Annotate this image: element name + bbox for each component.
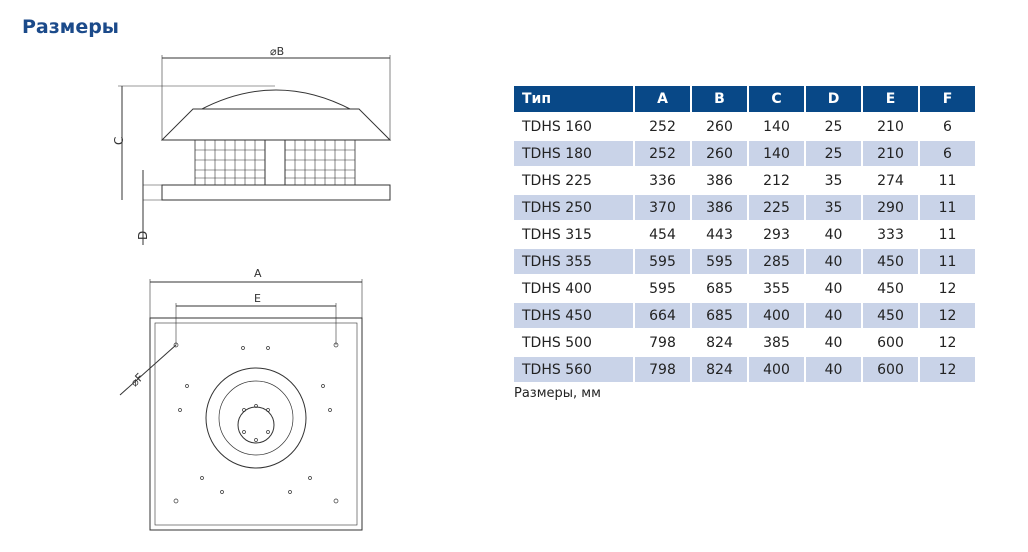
fan-dimension-drawing: ⌀B C D A E ⌀F [112,45,392,531]
table-cell: 225 [749,195,804,220]
table-cell: 454 [649,226,676,243]
table-row: TDHS 560 798 824 400 40 600 12 [514,357,975,382]
table-header-row: Тип A B C D E F [514,86,975,112]
table-cell: 595 [692,249,747,274]
table-row: TDHS 250 370 386 225 35 290 11 [514,195,975,220]
table-cell: 140 [763,118,790,135]
header-f: F [920,86,975,112]
table-cell: 450 [863,303,918,328]
table-row: TDHS 400 595 685 355 40 450 12 [514,276,975,301]
table-row: TDHS 160 252 260 140 25 210 6 [514,114,975,139]
table-cell: 140 [749,141,804,166]
table-cell: 40 [824,280,843,297]
table-row: TDHS 225 336 386 212 35 274 11 [514,168,975,193]
table-cell: 12 [938,334,957,351]
table-cell: 12 [920,357,975,382]
table-cell: 40 [824,226,843,243]
header-e: E [863,86,918,112]
table-cell: 11 [938,172,957,189]
table-cell: TDHS 500 [522,334,592,351]
table-cell: 12 [920,303,975,328]
dimensions-table: Тип A B C D E F TDHS 160 252 260 140 25 210 6 T… [512,84,977,384]
table-cell: 450 [877,280,904,297]
table-cell: 664 [635,303,690,328]
units-note: Размеры, мм [514,386,601,401]
table-cell: 40 [806,303,861,328]
table-cell: 252 [649,118,676,135]
table-cell: 40 [806,357,861,382]
table-cell: TDHS 355 [514,249,633,274]
table-row: TDHS 500 798 824 385 40 600 12 [514,330,975,355]
table-row: TDHS 315 454 443 293 40 333 11 [514,222,975,247]
table-cell: 685 [706,280,733,297]
label-c: C [112,137,126,145]
table-cell: TDHS 180 [514,141,633,166]
table-cell: 355 [763,280,790,297]
table-cell: TDHS 560 [514,357,633,382]
table-cell: 595 [649,280,676,297]
table-cell: 40 [824,334,843,351]
table-cell: 386 [692,195,747,220]
table-cell: 285 [749,249,804,274]
table-cell: TDHS 400 [522,280,592,297]
table-cell: 274 [877,172,904,189]
table-cell: 824 [692,357,747,382]
header-c: C [749,86,804,112]
table-cell: 293 [763,226,790,243]
table-cell: 212 [763,172,790,189]
table-cell: 35 [824,172,843,189]
table-cell: 11 [920,195,975,220]
header-d: D [806,86,861,112]
table-cell: 260 [706,118,733,135]
table-cell: 385 [763,334,790,351]
label-d: D [136,231,150,240]
table-row: TDHS 180 252 260 140 25 210 6 [514,141,975,166]
table-cell: 12 [938,280,957,297]
table-cell: 6 [920,141,975,166]
table-cell: 798 [649,334,676,351]
table-cell: 798 [635,357,690,382]
table-cell: 333 [877,226,904,243]
table-cell: TDHS 160 [522,118,592,135]
table-cell: 824 [706,334,733,351]
table-cell: 11 [938,226,957,243]
table-cell: 252 [635,141,690,166]
table-cell: 400 [749,357,804,382]
table-cell: 6 [943,118,952,135]
table-row: TDHS 355 595 595 285 40 450 11 [514,249,975,274]
table-cell: 25 [806,141,861,166]
table-cell: TDHS 225 [522,172,592,189]
header-type: Тип [514,86,633,112]
table-cell: 260 [692,141,747,166]
table-cell: TDHS 450 [514,303,633,328]
page-title: Размеры [22,16,119,38]
table-cell: 210 [863,141,918,166]
label-e: E [254,292,261,305]
table-cell: 685 [692,303,747,328]
table-cell: 600 [877,334,904,351]
table-cell: 25 [824,118,843,135]
header-b: B [692,86,747,112]
table-cell: 600 [863,357,918,382]
table-cell: 386 [706,172,733,189]
table-cell: 595 [635,249,690,274]
table-cell: 370 [635,195,690,220]
table-cell: 40 [806,249,861,274]
table-cell: 35 [806,195,861,220]
table-cell: 400 [749,303,804,328]
table-cell: 11 [920,249,975,274]
table-cell: TDHS 250 [514,195,633,220]
table-cell: 336 [649,172,676,189]
header-a: A [635,86,690,112]
table-cell: 210 [877,118,904,135]
table-row: TDHS 450 664 685 400 40 450 12 [514,303,975,328]
table-cell: 450 [863,249,918,274]
table-cell: 290 [863,195,918,220]
label-a: A [254,267,262,280]
table-cell: TDHS 315 [522,226,592,243]
label-b: ⌀B [270,45,284,58]
table-cell: 443 [706,226,733,243]
